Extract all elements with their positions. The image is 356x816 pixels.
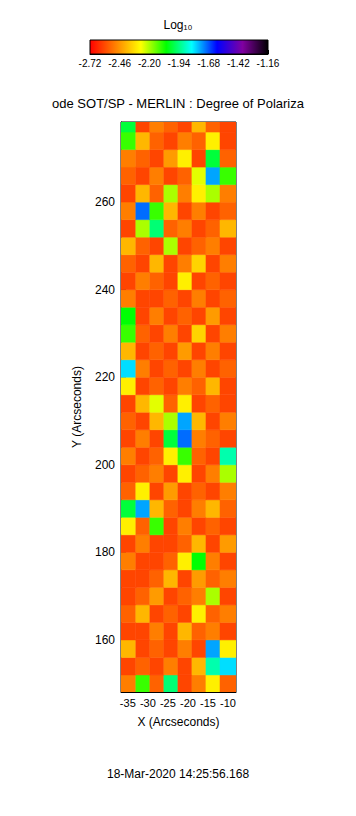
svg-text:160: 160 — [95, 633, 115, 647]
svg-text:-2.72: -2.72 — [79, 58, 102, 69]
svg-text:-1.16: -1.16 — [257, 58, 280, 69]
svg-text:X (Arcseconds): X (Arcseconds) — [137, 715, 219, 729]
svg-text:ode SOT/SP - MERLIN : Degree o: ode SOT/SP - MERLIN : Degree of Polariza — [52, 96, 305, 111]
svg-text:-15: -15 — [200, 697, 216, 709]
svg-text:180: 180 — [95, 545, 115, 559]
svg-text:-25: -25 — [160, 697, 176, 709]
svg-text:-35: -35 — [120, 697, 136, 709]
svg-text:-2.46: -2.46 — [108, 58, 131, 69]
svg-text:240: 240 — [95, 283, 115, 297]
svg-text:-2.20: -2.20 — [138, 58, 161, 69]
svg-text:18-Mar-2020 14:25:56.168: 18-Mar-2020 14:25:56.168 — [107, 767, 249, 781]
svg-text:260: 260 — [95, 195, 115, 209]
svg-text:200: 200 — [95, 458, 115, 472]
svg-text:-1.68: -1.68 — [197, 58, 220, 69]
svg-text:Log₁₀: Log₁₀ — [163, 18, 192, 32]
svg-text:-20: -20 — [180, 697, 196, 709]
svg-text:220: 220 — [95, 370, 115, 384]
svg-text:Y (Arcseconds): Y (Arcseconds) — [70, 366, 84, 448]
svg-text:-1.94: -1.94 — [168, 58, 191, 69]
svg-text:-30: -30 — [140, 697, 156, 709]
svg-text:-1.42: -1.42 — [227, 58, 250, 69]
svg-text:-10: -10 — [220, 697, 236, 709]
